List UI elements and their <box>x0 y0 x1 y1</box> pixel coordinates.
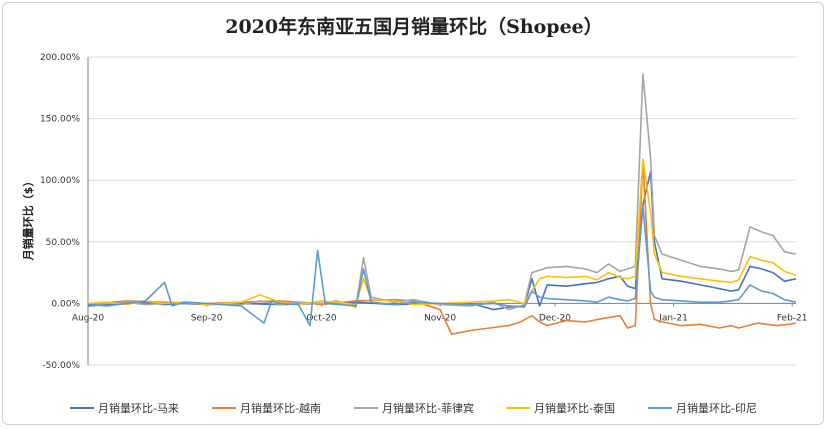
x-tick-label: Jan-21 <box>658 313 688 323</box>
chart-title: 2020年东南亚五国月销量环比（Shopee） <box>225 16 603 38</box>
x-tick-label: Dec-20 <box>539 313 571 323</box>
grid-layer <box>88 56 796 366</box>
legend-item: 月销量环比-印尼 <box>648 401 757 415</box>
y-tick-label: 0.00% <box>51 299 80 309</box>
series-line-1 <box>87 170 797 311</box>
legend-label: 月销量环比-印尼 <box>676 401 757 415</box>
y-tick-label: 150.00% <box>40 115 80 125</box>
y-axis-label: 月销量环比（$） <box>21 176 35 262</box>
chart-frame <box>2 2 824 425</box>
legend-label: 月销量环比-越南 <box>240 401 321 415</box>
legend-label: 月销量环比-马来 <box>98 401 179 415</box>
x-tick-label: Aug-20 <box>72 313 105 323</box>
y-tick-label: 100.00% <box>40 176 80 186</box>
legend-item: 月销量环比-菲律宾 <box>354 401 474 415</box>
series-layer <box>87 73 797 335</box>
x-tick-label: Nov-20 <box>424 313 456 323</box>
y-tick-label: -50.00% <box>42 361 80 371</box>
legend-item: 月销量环比-越南 <box>212 401 321 415</box>
legend-item: 月销量环比-马来 <box>70 401 179 415</box>
series-line-2 <box>87 160 797 335</box>
series-line-5 <box>87 205 797 327</box>
y-tick-label: 200.00% <box>40 53 80 63</box>
y-tick-label: 50.00% <box>46 238 81 248</box>
legend-label: 月销量环比-菲律宾 <box>382 401 474 415</box>
legend: 月销量环比-马来 月销量环比-越南 月销量环比-菲律宾 月销量环比-泰国 月销量环比-印… <box>70 401 757 415</box>
x-tick-label: Sep-20 <box>191 313 223 323</box>
series-line-3 <box>87 73 797 311</box>
legend-item: 月销量环比-泰国 <box>506 401 615 415</box>
x-tick-label: Oct-20 <box>306 313 337 323</box>
legend-label: 月销量环比-泰国 <box>534 401 615 415</box>
axis-layer: -50.00% 0.00% 50.00% 100.00% 150.00% 200.00% A… <box>40 53 808 371</box>
x-tick-label: Feb-21 <box>777 313 808 323</box>
